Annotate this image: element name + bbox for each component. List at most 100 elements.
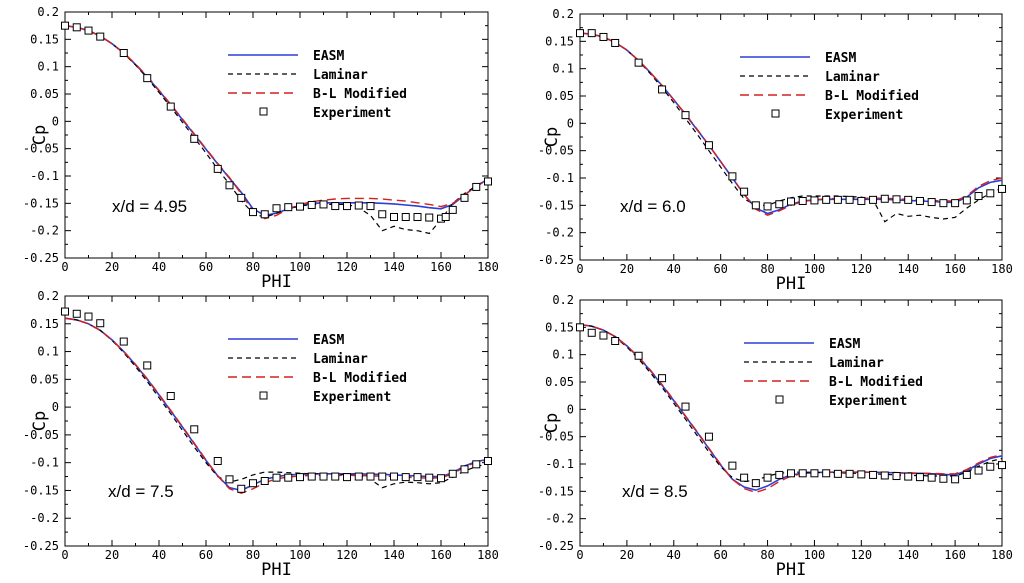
experiment-point xyxy=(962,196,971,205)
y-tick-label: -0.15 xyxy=(23,196,59,210)
x-tick-label: 140 xyxy=(383,548,405,562)
x-tick-label: 160 xyxy=(430,260,452,274)
experiment-point xyxy=(681,111,690,120)
y-tick-label: 0 xyxy=(567,116,574,130)
legend-marker-experiment xyxy=(259,107,268,116)
experiment-point xyxy=(787,197,795,206)
experiment-point xyxy=(72,309,81,318)
legend-label: EASM xyxy=(313,333,344,348)
legend-marker-experiment xyxy=(775,395,784,404)
experiment-point xyxy=(974,192,983,201)
experiment-point xyxy=(751,201,760,210)
experiment-point xyxy=(296,202,304,211)
experiment-point xyxy=(880,194,889,203)
experiment-point xyxy=(307,472,316,481)
experiment-point xyxy=(740,187,749,196)
y-axis-title: Cp xyxy=(542,413,562,433)
experiment-point xyxy=(448,469,457,478)
legend-label: Experiment xyxy=(825,108,903,123)
series-line-laminar xyxy=(64,317,489,489)
experiment-point xyxy=(472,460,481,469)
experiment-point xyxy=(366,472,375,481)
legend: EASM Laminar B-L Modified Experiment xyxy=(744,337,923,409)
x-tick-label: 140 xyxy=(897,262,919,276)
experiment-point xyxy=(249,479,257,488)
experiment-point xyxy=(378,472,387,481)
experiment-point xyxy=(810,469,819,478)
experiment-point xyxy=(704,432,713,441)
y-tick-label: -0.05 xyxy=(538,430,574,444)
experiment-point xyxy=(84,312,93,321)
experiment-point xyxy=(845,195,854,204)
experiment-point xyxy=(366,202,375,211)
y-tick-label: -0.2 xyxy=(545,226,574,240)
experiment-point xyxy=(833,469,842,478)
experiment-point xyxy=(378,210,387,219)
experiment-point xyxy=(576,29,584,38)
y-tick-label: 0.15 xyxy=(30,317,59,331)
experiment-point xyxy=(190,134,199,143)
experiment-point xyxy=(460,465,469,474)
y-tick-label: 0 xyxy=(52,400,59,414)
x-tick-label: 40 xyxy=(667,548,681,562)
x-tick-label: 120 xyxy=(336,548,358,562)
experiment-point xyxy=(119,49,128,57)
x-tick-label: 160 xyxy=(944,262,966,276)
legend-label: Experiment xyxy=(829,394,907,409)
plot-frame xyxy=(64,11,489,259)
legend: EASM Laminar B-L Modified Experiment xyxy=(228,333,407,405)
experiment-point xyxy=(472,182,481,191)
experiment-point xyxy=(413,213,422,221)
y-tick-label: 0.1 xyxy=(552,348,574,362)
experiment-point xyxy=(96,32,105,41)
y-tick-label: 0.15 xyxy=(545,34,574,48)
y-tick-label: 0.1 xyxy=(552,62,574,76)
y-tick-label: 0.05 xyxy=(545,89,574,103)
y-axis-title: Cp xyxy=(30,411,50,431)
experiment-point xyxy=(143,361,152,370)
y-tick-label: -0.15 xyxy=(538,198,574,212)
legend-marker-experiment xyxy=(771,109,780,118)
y-tick-label: -0.1 xyxy=(30,456,59,470)
experiment-point xyxy=(587,29,596,38)
experiment-point xyxy=(319,472,328,481)
x-tick-label: 60 xyxy=(199,260,213,274)
experiment-point xyxy=(390,213,398,221)
experiment-point xyxy=(260,210,269,219)
y-tick-label: 0 xyxy=(567,402,574,416)
y-tick-label: -0.2 xyxy=(545,512,574,526)
experiment-point xyxy=(61,307,69,316)
experiment-point xyxy=(822,469,831,478)
experiment-point xyxy=(927,198,936,207)
x-tick-label: 140 xyxy=(897,548,919,562)
experiment-point xyxy=(272,204,281,213)
experiment-point xyxy=(915,196,924,205)
x-tick-label: 100 xyxy=(289,548,311,562)
legend-label: Laminar xyxy=(313,352,368,367)
x-tick-label: 0 xyxy=(576,262,583,276)
x-tick-label: 120 xyxy=(850,262,872,276)
y-tick-label: 0.2 xyxy=(37,5,59,19)
y-tick-label: -0.2 xyxy=(30,511,59,525)
experiment-point xyxy=(751,479,760,488)
experiment-point xyxy=(798,196,807,205)
experiment-point xyxy=(441,213,450,221)
experiment-point xyxy=(763,473,772,482)
plot-frame xyxy=(64,295,489,547)
chart-panel-1: 0 20 40 60 80 100 120 140 160 1800.20.150.10.050-… xyxy=(23,5,499,292)
x-tick-label: 20 xyxy=(105,548,119,562)
x-tick-label: 100 xyxy=(804,548,826,562)
experiment-point xyxy=(915,473,924,482)
experiment-point xyxy=(939,199,948,208)
experiment-point xyxy=(704,141,713,150)
experiment-point xyxy=(845,469,854,478)
experiment-point xyxy=(61,21,69,30)
station-annotation: x/d = 6.0 xyxy=(620,197,686,216)
legend-label: Experiment xyxy=(313,106,391,121)
x-tick-label: 20 xyxy=(620,548,634,562)
experiment-point xyxy=(425,473,434,482)
y-tick-label: 0.05 xyxy=(30,87,59,101)
legend-label: Experiment xyxy=(313,390,391,405)
experiment-point xyxy=(611,337,620,345)
